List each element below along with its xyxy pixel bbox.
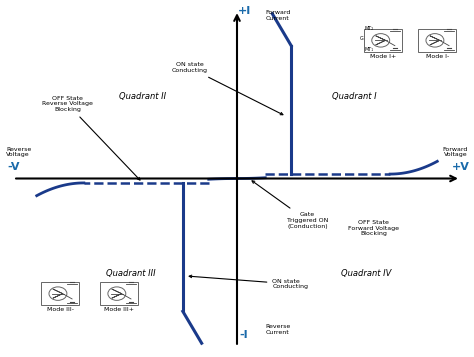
Text: Forward
Current: Forward Current [265, 10, 291, 21]
Text: Quadrant IV: Quadrant IV [341, 269, 392, 278]
Bar [419, 29, 456, 52]
Text: Reverse
Voltage: Reverse Voltage [6, 146, 31, 157]
Text: MT₂: MT₂ [365, 26, 374, 31]
Text: Quadrant III: Quadrant III [106, 269, 156, 278]
Text: +I: +I [237, 6, 251, 16]
Bar [100, 282, 138, 305]
Text: G: G [360, 36, 364, 41]
Text: ON state
Conducting: ON state Conducting [172, 62, 283, 115]
Text: Mode III-: Mode III- [47, 307, 74, 312]
Text: OFF State
Reverse Voltage
Blocking: OFF State Reverse Voltage Blocking [42, 96, 140, 180]
Text: Mode III+: Mode III+ [104, 307, 134, 312]
Bar [41, 282, 79, 305]
Text: +V: +V [452, 162, 470, 172]
Bar [364, 29, 402, 52]
Text: Quadrant I: Quadrant I [332, 92, 377, 101]
Text: Mode I-: Mode I- [426, 54, 449, 59]
Text: OFF State
Forward Voltage
Blocking: OFF State Forward Voltage Blocking [348, 220, 399, 236]
Text: MT₁: MT₁ [365, 47, 374, 52]
Text: Reverse
Current: Reverse Current [265, 324, 291, 335]
Text: -I: -I [240, 330, 248, 340]
Text: ON state
Conducting: ON state Conducting [189, 275, 309, 289]
Text: Gate
Triggered ON
(Conduction): Gate Triggered ON (Conduction) [252, 181, 328, 229]
Text: Mode I+: Mode I+ [370, 54, 396, 59]
Text: -V: -V [7, 162, 19, 172]
Text: Quadrant II: Quadrant II [119, 92, 166, 101]
Text: Forward
Voltage: Forward Voltage [443, 146, 468, 157]
